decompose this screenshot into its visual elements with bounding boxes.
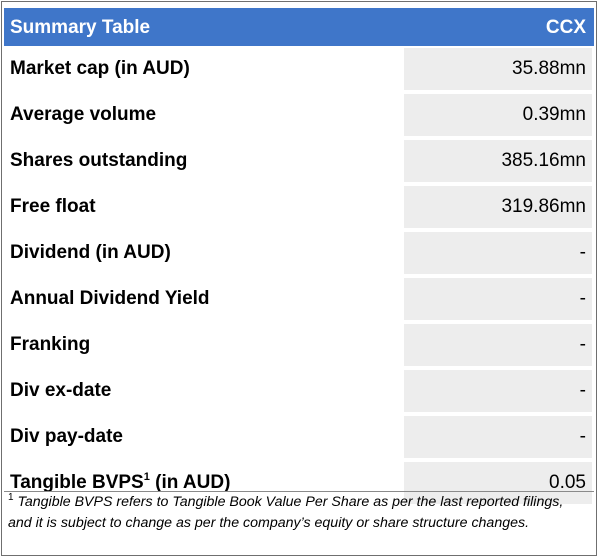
row-label-franking: Franking bbox=[10, 334, 91, 355]
table-row: Shares outstanding 385.16mn bbox=[4, 140, 594, 186]
table-row: Tangible BVPS1 (in AUD) 0.05 bbox=[4, 462, 594, 508]
footnote-line-1: Tangible BVPS refers to Tangible Book Va… bbox=[13, 494, 564, 510]
table-row: Dividend (in AUD) - bbox=[4, 232, 594, 278]
table-row: Div ex-date - bbox=[4, 370, 594, 416]
row-label-tangible-bvps: Tangible BVPS1 (in AUD) bbox=[10, 462, 230, 504]
ticker-label: CCX bbox=[545, 17, 586, 38]
table-row: Market cap (in AUD) 35.88mn bbox=[4, 48, 594, 94]
table-header: Summary Table CCX bbox=[4, 8, 594, 46]
row-label-dividend: Dividend (in AUD) bbox=[10, 242, 171, 263]
tangible-bvps-unit: (in AUD) bbox=[149, 472, 231, 493]
row-value-annual-dividend-yield: - bbox=[404, 278, 592, 320]
row-value-div-pay-date: - bbox=[404, 416, 592, 458]
row-label-average-volume: Average volume bbox=[10, 104, 157, 125]
table-row: Franking - bbox=[4, 324, 594, 370]
table-body: Market cap (in AUD) 35.88mn Average volu… bbox=[4, 48, 594, 508]
row-value-div-ex-date: - bbox=[404, 370, 592, 412]
footnote-number: 1 bbox=[8, 492, 14, 503]
row-label-annual-dividend-yield: Annual Dividend Yield bbox=[10, 288, 210, 309]
row-label-market-cap: Market cap (in AUD) bbox=[10, 58, 190, 79]
row-value-market-cap: 35.88mn bbox=[404, 48, 592, 90]
row-value-franking: - bbox=[404, 324, 592, 366]
table-row: Div pay-date - bbox=[4, 416, 594, 462]
footnote-line-2: and it is subject to change as per the c… bbox=[8, 515, 530, 531]
row-value-free-float: 319.86mn bbox=[404, 186, 592, 228]
footnote-marker: 1 bbox=[143, 471, 150, 483]
row-value-shares-outstanding: 385.16mn bbox=[404, 140, 592, 182]
row-value-average-volume: 0.39mn bbox=[404, 94, 592, 136]
footnote: 1 Tangible BVPS refers to Tangible Book … bbox=[4, 491, 594, 553]
tangible-bvps-text: Tangible BVPS bbox=[10, 472, 144, 493]
table-title: Summary Table bbox=[10, 17, 151, 38]
row-label-div-pay-date: Div pay-date bbox=[10, 426, 123, 447]
row-label-div-ex-date: Div ex-date bbox=[10, 380, 112, 401]
table-row: Annual Dividend Yield - bbox=[4, 278, 594, 324]
table-row: Free float 319.86mn bbox=[4, 186, 594, 232]
row-label-free-float: Free float bbox=[10, 196, 96, 217]
row-value-dividend: - bbox=[404, 232, 592, 274]
table-row: Average volume 0.39mn bbox=[4, 94, 594, 140]
row-label-shares-outstanding: Shares outstanding bbox=[10, 150, 188, 171]
row-value-tangible-bvps: 0.05 bbox=[404, 462, 592, 504]
